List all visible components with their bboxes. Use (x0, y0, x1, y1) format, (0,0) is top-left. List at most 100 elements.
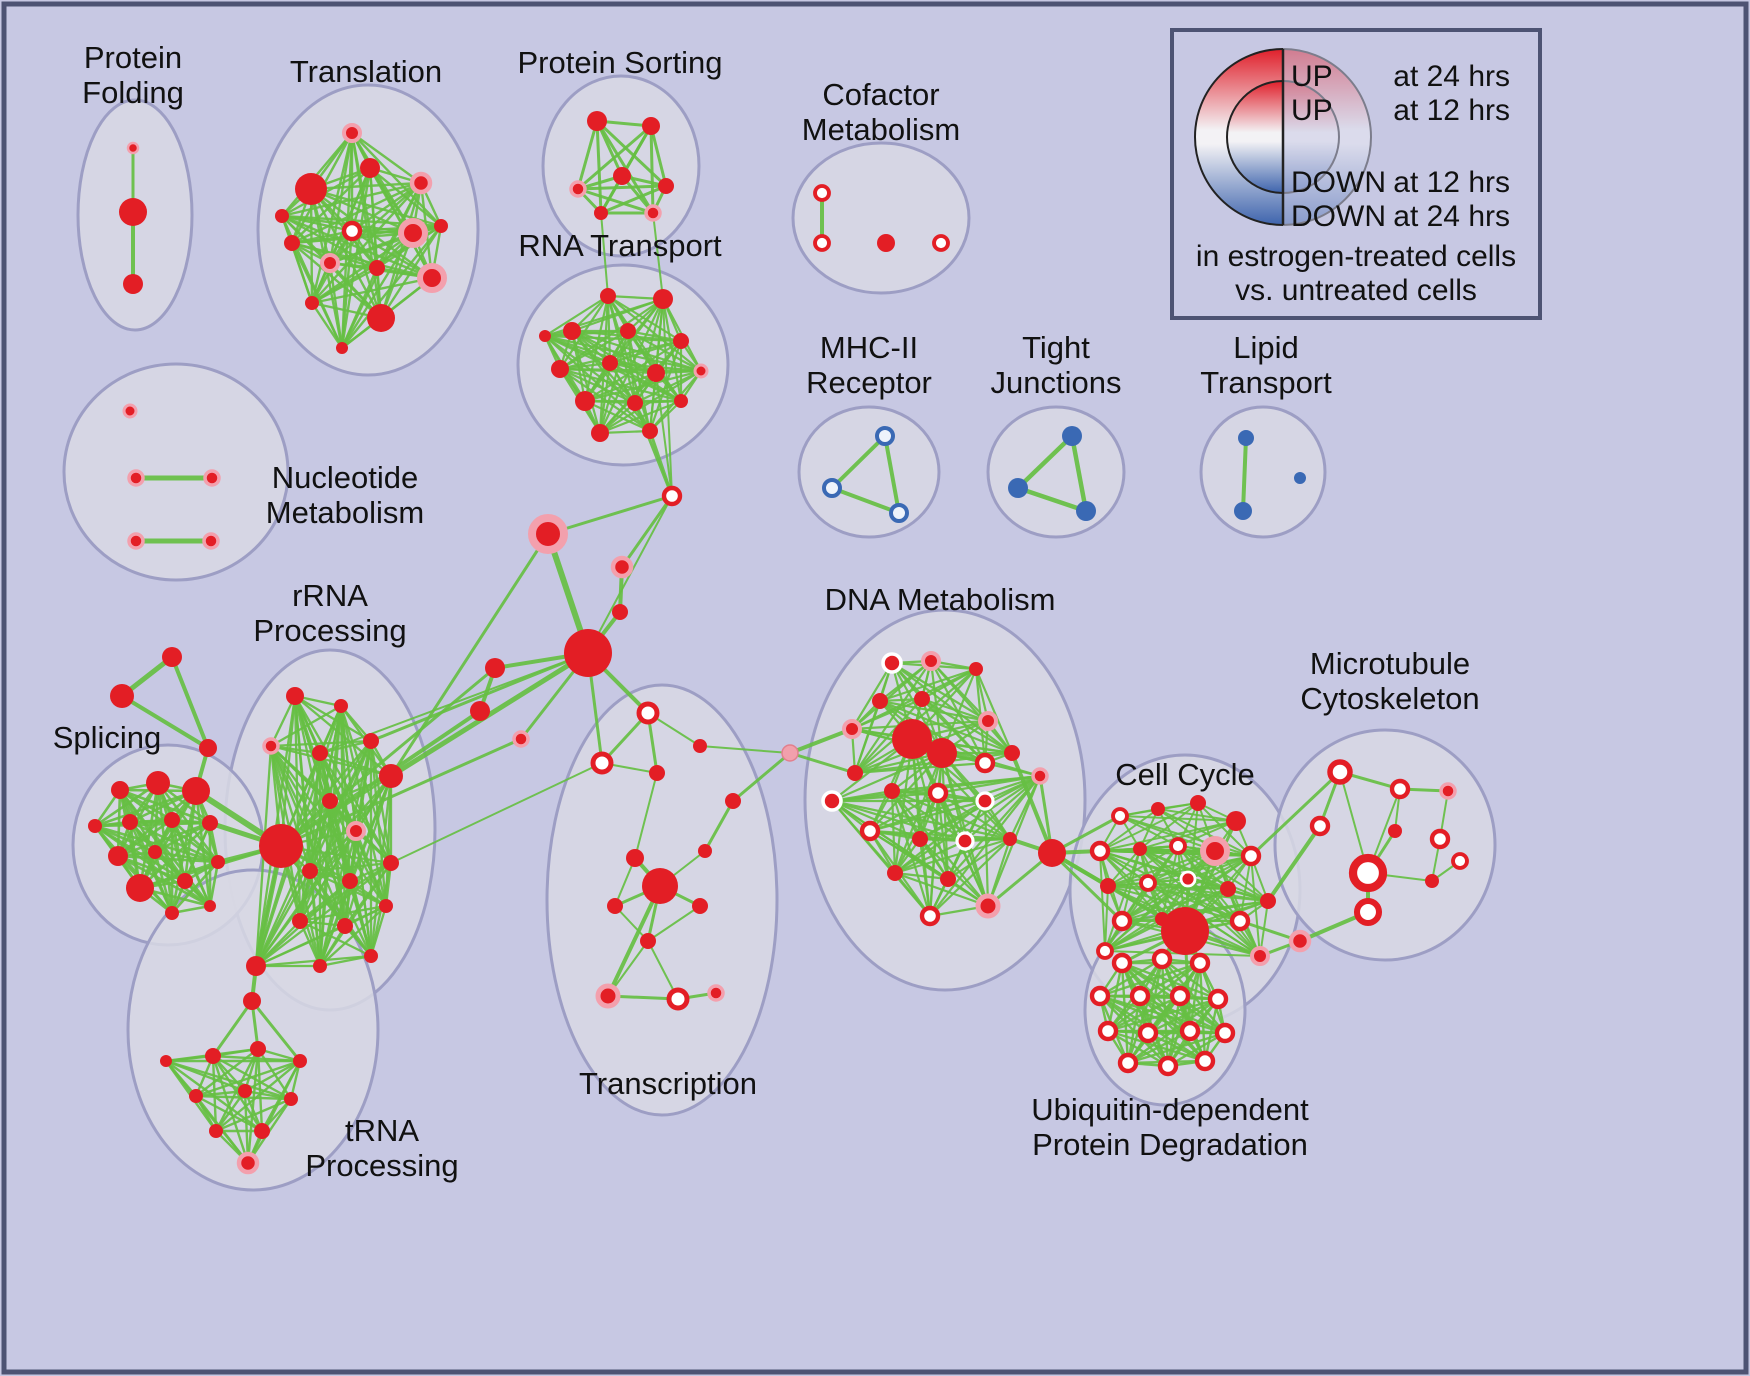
network-node (919, 905, 941, 927)
network-edge (883, 434, 901, 515)
network-node (859, 820, 881, 842)
network-node (1190, 795, 1206, 811)
cluster-label: Processing (305, 1148, 458, 1183)
cluster-label: DNA Metabolism (825, 582, 1056, 617)
cluster-ellipse-nucleotide-metabolism (62, 362, 290, 582)
network-node (1169, 837, 1187, 855)
network-node (1226, 811, 1246, 831)
cluster-label: Cofactor (822, 77, 939, 112)
network-edge (731, 751, 792, 803)
network-node (673, 333, 689, 349)
network-node (693, 363, 709, 379)
network-node (872, 693, 888, 709)
network-node (822, 478, 842, 498)
network-edge (389, 532, 550, 778)
network-node (262, 737, 280, 755)
network-node (1111, 952, 1133, 974)
network-node (209, 1124, 223, 1138)
network-edge (595, 119, 668, 188)
network-node (1008, 478, 1028, 498)
network-node (246, 956, 266, 976)
network-node (594, 206, 608, 220)
network-node (847, 765, 863, 781)
network-node (363, 733, 379, 749)
network-edge (298, 919, 322, 968)
network-node (889, 503, 909, 523)
network-node (698, 844, 712, 858)
network-edge (1161, 845, 1179, 920)
network-edge (1157, 808, 1252, 857)
network-node (182, 777, 210, 805)
network-node (1062, 426, 1082, 446)
legend-direction-label: UP (1291, 94, 1333, 127)
network-edge (598, 361, 612, 435)
network-edge (211, 1054, 264, 1133)
network-node (88, 819, 102, 833)
network-edge (254, 919, 302, 968)
network-edge (1107, 845, 1179, 887)
network-edge (1126, 1031, 1227, 1065)
network-node (1089, 985, 1111, 1007)
network-edge (1126, 1029, 1192, 1065)
network-edge (93, 824, 157, 854)
network-edge (576, 119, 599, 191)
network-node (1179, 870, 1197, 888)
network-node (1348, 853, 1388, 893)
network-edge (1050, 851, 1124, 923)
network-edge (328, 739, 373, 803)
network-edge (543, 329, 630, 338)
network-edge (543, 334, 703, 373)
network-node (940, 871, 956, 887)
network-node (211, 855, 225, 869)
network-edge (280, 214, 379, 270)
network-node (164, 812, 180, 828)
cluster-label: Lipid (1233, 330, 1299, 365)
network-edge (918, 837, 950, 881)
network-node (360, 158, 380, 178)
network-edge (354, 829, 373, 958)
network-edge (1099, 802, 1199, 852)
network-edge (388, 650, 591, 779)
network-node (620, 323, 636, 339)
network-edge (662, 298, 673, 497)
network-edge (170, 860, 220, 915)
network-node (312, 745, 328, 761)
network-node (409, 171, 433, 195)
network-edge (1147, 882, 1269, 902)
network-edge (269, 694, 297, 748)
network-edge (929, 659, 1014, 755)
network-edge (138, 844, 283, 890)
network-edge (214, 1097, 293, 1133)
network-edge (1266, 824, 1322, 903)
network-edge (920, 697, 990, 723)
network-edge (298, 904, 388, 923)
network-node (927, 738, 957, 768)
network-node (202, 532, 220, 550)
network-edge (652, 212, 664, 300)
network-node (336, 342, 348, 354)
network-edge (254, 861, 393, 968)
network-edge (576, 184, 668, 191)
network-node (379, 899, 393, 913)
network-node (1451, 852, 1469, 870)
network-node (1327, 759, 1353, 785)
network-node (564, 629, 612, 677)
network-node (1038, 839, 1066, 867)
network-edge (308, 829, 358, 873)
network-edge (254, 904, 388, 968)
network-edge (1146, 997, 1220, 1035)
network-edge (254, 829, 358, 968)
network-edge (1107, 848, 1141, 887)
network-node (203, 469, 221, 487)
network-edge (893, 774, 1042, 875)
network-edge (649, 124, 668, 188)
network-node (1089, 840, 1111, 862)
network-edge (208, 860, 220, 908)
network-edge (1106, 997, 1220, 1033)
network-edge (350, 131, 383, 320)
network-node (383, 855, 399, 871)
network-edge (279, 739, 373, 848)
network-edge (1139, 848, 1269, 902)
network-node (1096, 942, 1114, 960)
network-node (379, 764, 403, 788)
